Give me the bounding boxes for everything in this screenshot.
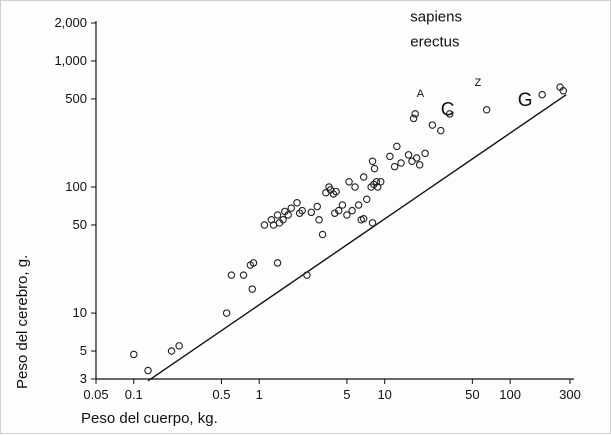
y-tick-label: 1,000 <box>54 53 87 68</box>
data-point <box>167 347 176 355</box>
x-tick-label: 1 <box>256 387 263 402</box>
data-point <box>332 187 340 196</box>
x-tick-label: 10 <box>377 387 391 402</box>
y-tick-label: 10 <box>73 305 87 320</box>
data-point <box>273 259 282 267</box>
y-tick-label: 3 <box>80 371 87 386</box>
data-point <box>359 173 368 181</box>
data-point <box>279 215 287 224</box>
data-point <box>260 221 269 229</box>
annotation-label: sapiens <box>410 9 462 26</box>
data-point <box>437 126 445 135</box>
data-point <box>293 199 301 207</box>
data-point <box>318 230 327 239</box>
annotation-label: A <box>417 88 425 100</box>
data-point <box>415 161 424 169</box>
x-axis-title: Peso del cuerpo, kg. <box>81 410 218 427</box>
data-points <box>130 83 567 375</box>
data-point <box>298 206 306 215</box>
data-point <box>376 178 385 186</box>
x-tick-label: 0.05 <box>83 387 108 402</box>
data-point <box>345 178 353 186</box>
data-point <box>307 208 316 217</box>
y-tick-label: 2,000 <box>54 15 87 30</box>
x-tick-label: 0.5 <box>212 387 230 402</box>
data-point <box>338 201 347 209</box>
x-axis-ticks: 0.05 0.1 0.5 1 5 10 50 100 300 <box>83 379 581 402</box>
data-point <box>315 215 323 224</box>
data-point <box>538 90 546 99</box>
y-tick-label: 50 <box>73 217 87 232</box>
data-point <box>284 211 292 219</box>
data-point <box>421 149 429 158</box>
data-point <box>331 209 339 217</box>
data-point <box>222 309 231 317</box>
data-point <box>359 215 368 223</box>
data-point <box>386 152 394 161</box>
data-point <box>248 285 257 293</box>
data-point <box>287 204 296 212</box>
data-point <box>334 206 343 215</box>
annotation-label: erectus <box>410 34 459 51</box>
data-point <box>249 259 258 267</box>
data-point <box>370 164 379 173</box>
data-point <box>354 201 363 209</box>
data-point <box>239 271 248 279</box>
data-point <box>409 114 418 123</box>
data-point <box>412 154 421 162</box>
data-point <box>313 202 321 211</box>
data-point <box>428 121 437 129</box>
annotation-label: C <box>441 99 455 120</box>
y-tick-label: 500 <box>65 91 87 106</box>
x-tick-label: 300 <box>559 387 581 402</box>
data-point <box>397 159 405 167</box>
annotation-label: G <box>518 90 533 111</box>
regression-line <box>147 94 567 382</box>
data-point <box>175 342 183 350</box>
data-point <box>273 211 282 219</box>
data-point <box>363 195 371 203</box>
data-point <box>445 110 454 118</box>
data-point <box>295 209 304 217</box>
data-point <box>368 219 377 227</box>
data-point <box>482 106 491 114</box>
data-point <box>393 142 401 151</box>
data-point <box>130 350 138 359</box>
data-point <box>351 183 359 191</box>
data-point <box>390 162 399 171</box>
y-tick-label: 100 <box>65 179 87 194</box>
data-point <box>559 87 567 95</box>
data-point <box>227 271 236 279</box>
data-point <box>348 206 356 215</box>
x-tick-label: 5 <box>343 387 350 402</box>
y-tick-label: 5 <box>80 343 87 358</box>
y-axis-title: Peso del cerebro, g. <box>14 255 31 389</box>
data-point <box>368 157 377 166</box>
data-point <box>411 110 419 118</box>
data-point <box>303 271 311 279</box>
y-axis-ticks: 3 5 10 50 100 500 1,000 2,000 <box>54 15 96 386</box>
data-point <box>404 151 413 159</box>
x-tick-label: 50 <box>465 387 479 402</box>
x-tick-label: 100 <box>499 387 521 402</box>
data-point <box>144 366 152 375</box>
x-tick-label: 0.1 <box>125 387 143 402</box>
data-point <box>343 211 351 219</box>
annotation-label: Z <box>475 77 482 89</box>
data-point <box>372 178 381 186</box>
